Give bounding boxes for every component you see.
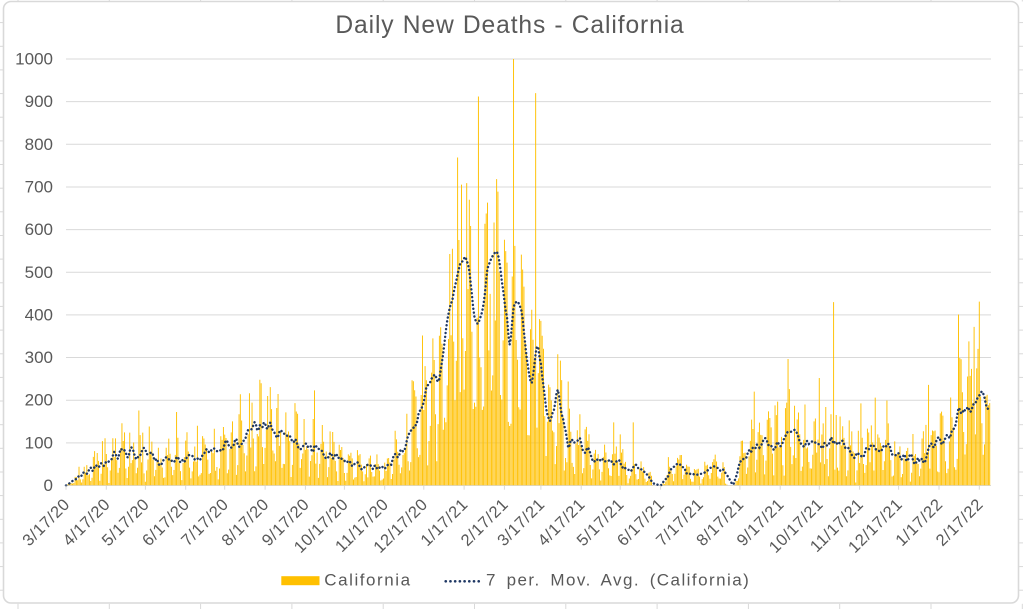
svg-text:7 per. Mov. Avg. (California): 7 per. Mov. Avg. (California): [486, 571, 750, 590]
svg-text:700: 700: [25, 177, 53, 196]
svg-text:500: 500: [25, 263, 53, 282]
svg-text:Daily New Deaths - California: Daily New Deaths - California: [335, 12, 684, 39]
svg-text:California: California: [324, 571, 411, 590]
svg-text:600: 600: [25, 220, 53, 239]
svg-text:400: 400: [25, 305, 53, 324]
svg-text:0: 0: [44, 476, 53, 495]
svg-text:1000: 1000: [15, 50, 53, 69]
svg-text:300: 300: [25, 348, 53, 367]
svg-text:900: 900: [25, 92, 53, 111]
svg-text:200: 200: [25, 391, 53, 410]
svg-text:100: 100: [25, 433, 53, 452]
svg-text:800: 800: [25, 135, 53, 154]
